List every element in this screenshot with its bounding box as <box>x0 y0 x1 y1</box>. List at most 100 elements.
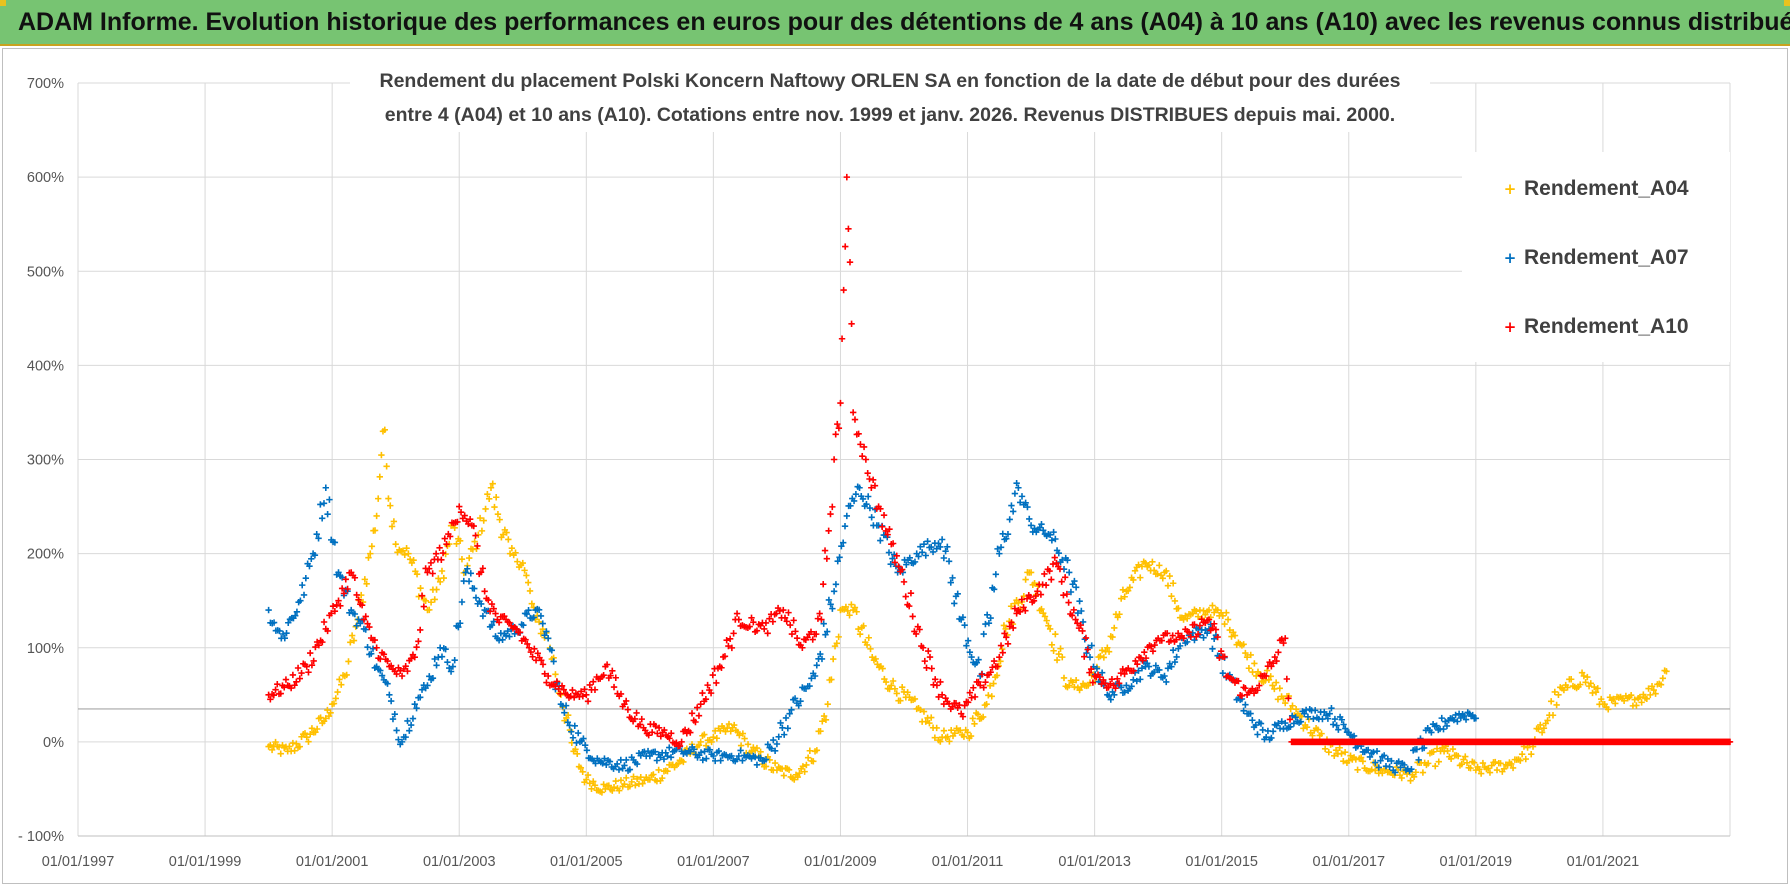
point-rendement-a10 <box>952 700 960 707</box>
point-rendement-a07 <box>431 655 438 663</box>
point-rendement-a07 <box>699 756 706 764</box>
point-rendement-a10 <box>1008 619 1015 626</box>
point-rendement-a04 <box>1038 605 1045 613</box>
point-rendement-a10 <box>931 676 939 683</box>
point-rendement-a10 <box>893 552 900 559</box>
point-rendement-a04 <box>1610 695 1617 703</box>
point-rendement-a10 <box>1217 648 1225 655</box>
point-rendement-a04 <box>926 719 933 727</box>
point-rendement-a04 <box>1657 681 1665 688</box>
point-rendement-a04 <box>1083 682 1090 690</box>
point-rendement-a04 <box>833 640 841 647</box>
point-rendement-a10 <box>282 676 290 683</box>
point-rendement-a04 <box>1578 669 1586 676</box>
point-rendement-a04 <box>920 708 928 715</box>
legend-marker-a04: + <box>1503 180 1517 198</box>
point-rendement-a10 <box>748 614 755 622</box>
point-rendement-a10 <box>1151 641 1158 649</box>
point-rendement-a04 <box>1502 761 1510 768</box>
point-rendement-a07 <box>615 766 623 773</box>
legend-label-a07: Rendement_A07 <box>1524 246 1689 269</box>
point-rendement-a10 <box>274 681 281 688</box>
point-rendement-a07 <box>1156 666 1163 674</box>
point-rendement-a10 <box>935 693 942 701</box>
point-rendement-a10 <box>270 691 278 699</box>
point-rendement-a07 <box>733 756 741 763</box>
point-rendement-a10 <box>842 243 849 250</box>
point-rendement-a07 <box>338 574 346 581</box>
point-rendement-a07 <box>653 757 661 764</box>
point-rendement-a04 <box>1053 656 1061 664</box>
point-rendement-a10 <box>773 610 780 617</box>
point-rendement-a07 <box>735 752 742 760</box>
point-rendement-a04 <box>378 451 385 459</box>
point-rendement-a07 <box>293 608 301 615</box>
point-rendement-a07 <box>1319 715 1326 723</box>
point-rendement-a10 <box>718 664 725 671</box>
point-rendement-a10 <box>610 683 618 691</box>
point-rendement-a07 <box>490 618 497 625</box>
point-rendement-a04 <box>506 550 514 557</box>
point-rendement-a07 <box>1138 664 1146 672</box>
point-rendement-a10 <box>377 655 384 663</box>
point-rendement-a04 <box>1597 695 1605 703</box>
point-rendement-a07 <box>477 600 485 608</box>
point-rendement-a07 <box>852 490 860 498</box>
point-rendement-a10 <box>959 713 967 720</box>
point-rendement-a10 <box>340 590 348 597</box>
point-rendement-a07 <box>1366 753 1374 761</box>
point-rendement-a04 <box>844 607 851 615</box>
point-rendement-a04 <box>1567 676 1575 683</box>
point-rendement-a07 <box>866 504 874 512</box>
point-rendement-a07 <box>1268 734 1275 742</box>
point-rendement-a10 <box>307 649 314 657</box>
legend-marker-a07: + <box>1503 249 1517 267</box>
point-rendement-a10 <box>884 531 891 538</box>
x-tick-label: 01/01/2021 <box>1567 854 1640 870</box>
point-rendement-a10 <box>479 565 487 572</box>
point-rendement-a10 <box>921 657 928 665</box>
point-rendement-a10 <box>524 640 531 648</box>
point-rendement-a07 <box>773 740 781 748</box>
point-rendement-a04 <box>1060 674 1068 682</box>
point-rendement-a04 <box>804 754 812 761</box>
point-rendement-a04 <box>577 764 585 772</box>
point-rendement-a04 <box>891 685 899 693</box>
point-rendement-a04 <box>967 732 975 740</box>
point-rendement-a10 <box>937 678 944 686</box>
point-rendement-a07 <box>1184 638 1191 646</box>
point-rendement-a07 <box>299 581 306 589</box>
point-rendement-a10 <box>539 661 547 668</box>
point-rendement-a10 <box>1212 626 1220 633</box>
point-rendement-a07 <box>583 747 591 754</box>
point-rendement-a07 <box>393 727 400 734</box>
point-rendement-a10 <box>807 628 815 636</box>
point-rendement-a10 <box>1148 643 1155 650</box>
x-tick-label: 01/01/2007 <box>677 854 750 870</box>
point-rendement-a04 <box>1078 683 1085 691</box>
point-rendement-a07 <box>1079 618 1087 626</box>
point-rendement-a07 <box>1326 710 1333 717</box>
point-rendement-a07 <box>1373 747 1381 755</box>
point-rendement-a10 <box>1020 604 1027 611</box>
point-rendement-a10 <box>1169 632 1176 639</box>
point-rendement-a07 <box>889 555 896 562</box>
point-rendement-a04 <box>1263 667 1271 674</box>
point-rendement-a07 <box>1137 676 1144 683</box>
point-rendement-a07 <box>1297 718 1305 725</box>
point-rendement-a04 <box>458 555 466 563</box>
point-rendement-a04 <box>508 544 516 552</box>
point-rendement-a04 <box>780 772 788 779</box>
point-rendement-a04 <box>1352 756 1360 763</box>
legend: + Rendement_A04 + Rendement_A07 + Rendem… <box>1462 152 1730 362</box>
point-rendement-a04 <box>348 632 356 639</box>
point-rendement-a07 <box>1074 609 1082 617</box>
point-rendement-a10 <box>766 615 773 622</box>
y-tick-label: 0% <box>43 735 64 751</box>
point-rendement-a10 <box>728 644 736 652</box>
point-rendement-a04 <box>794 773 801 781</box>
point-rendement-a10 <box>661 726 668 734</box>
point-rendement-a07 <box>446 664 453 672</box>
point-rendement-a04 <box>291 747 298 754</box>
point-rendement-a04 <box>401 551 408 558</box>
